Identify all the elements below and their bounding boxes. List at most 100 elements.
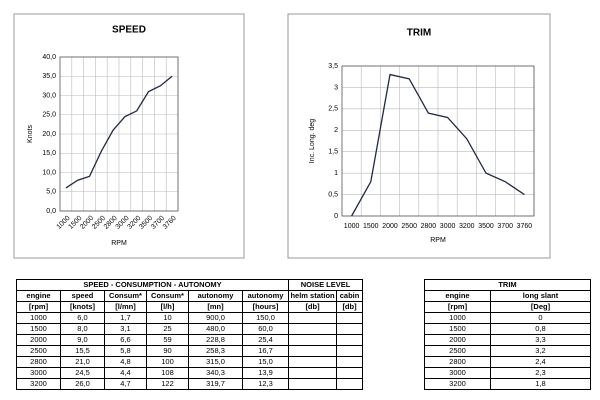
x-tick-label: 3760 xyxy=(517,223,533,230)
y-tick-label: 2 xyxy=(334,127,338,134)
x-axis-label: RPM xyxy=(111,240,127,247)
table-cell: 2000 xyxy=(16,334,61,346)
speed-table: SPEED - CONSUMPTION - AUTONOMY NOISE LEVE… xyxy=(15,279,364,390)
y-tick-label: 0,0 xyxy=(46,208,56,215)
table-cell: 2,4 xyxy=(490,356,591,368)
line xyxy=(65,75,173,189)
table-cell: engine xyxy=(424,290,491,302)
table-cell: 5,8 xyxy=(104,345,147,357)
y-tick-label: 30,0 xyxy=(42,92,56,99)
table-cell xyxy=(288,334,338,346)
table-cell: 3,3 xyxy=(490,334,591,346)
table-row: [rpm] [Deg] xyxy=(424,301,591,313)
table-cell xyxy=(336,334,364,346)
table-cell: 100 xyxy=(146,356,189,368)
x-tick-label: 3000 xyxy=(440,223,456,230)
table-cell: [knots] xyxy=(60,301,105,313)
table-cell: 2800 xyxy=(16,356,61,368)
table-row: 1500 8,0 3,1 25 480,0 60,0 xyxy=(16,323,364,335)
table-cell: 16,7 xyxy=(241,345,290,357)
table-cell: 319,7 xyxy=(188,378,243,390)
table-row: 1000 6,0 1,7 10 900,0 150,0 xyxy=(16,312,364,324)
table-row: 2000 9,0 6,6 59 228,8 25,4 xyxy=(16,334,364,346)
table-cell: long slant xyxy=(490,290,591,302)
table-cell: 3000 xyxy=(16,367,61,379)
plot-area xyxy=(341,65,535,217)
table-cell: 1000 xyxy=(424,312,491,324)
table-row: 1000 0 xyxy=(424,312,591,324)
table-row: 2500 3,2 xyxy=(424,345,591,357)
table-cell: 10 xyxy=(146,312,189,324)
trim-table: TRIM engine long slant [rpm] [Deg] 1000 0 1500… xyxy=(424,279,591,390)
y-tick-label: 35,0 xyxy=(42,73,56,80)
table-cell: Consum* xyxy=(146,290,189,302)
y-tick-label: 1,5 xyxy=(328,149,338,156)
table-row: 2000 3,3 xyxy=(424,334,591,346)
table-cell: engine xyxy=(16,290,61,302)
group-header: SPEED - CONSUMPTION - AUTONOMY xyxy=(15,279,290,291)
table-cell: 4,7 xyxy=(104,378,147,390)
table-cell: 3,1 xyxy=(104,323,147,335)
table-cell: 15,5 xyxy=(60,345,105,357)
table-row: 2500 15,5 5,8 90 258,3 16,7 xyxy=(16,345,364,357)
plot-area xyxy=(59,56,179,212)
table-cell: 2500 xyxy=(424,345,491,357)
table-cell: 480,0 xyxy=(188,323,243,335)
table-cell: speed xyxy=(60,290,105,302)
table-cell: 2,3 xyxy=(490,367,591,379)
x-tick-label: 3200 xyxy=(459,223,475,230)
table-cell: 13,9 xyxy=(241,367,290,379)
table-cell: 2000 xyxy=(424,334,491,346)
table-cell xyxy=(288,345,338,357)
table-cell: 1,8 xyxy=(490,378,591,390)
table-cell: Consum* xyxy=(104,290,147,302)
table-cell: 15,0 xyxy=(241,356,290,368)
table-cell: 90 xyxy=(146,345,189,357)
table-cell: 1000 xyxy=(16,312,61,324)
y-tick-label: 40,0 xyxy=(42,54,56,61)
table-cell: 8,0 xyxy=(60,323,105,335)
table-cell: [rpm] xyxy=(16,301,61,313)
group-header: NOISE LEVEL xyxy=(288,279,364,291)
table-row: engine long slant xyxy=(424,290,591,302)
x-tick-label: 3700 xyxy=(497,223,513,230)
y-tick-label: 20,0 xyxy=(42,131,56,138)
table-cell: 3200 xyxy=(424,378,491,390)
table-cell: 0,8 xyxy=(490,323,591,335)
table-title: TRIM xyxy=(424,279,591,291)
table-cell xyxy=(336,345,364,357)
table-cell: 24,5 xyxy=(60,367,105,379)
table-cell: 4,4 xyxy=(104,367,147,379)
chart-title: SPEED xyxy=(112,25,146,36)
table-cell: 900,0 xyxy=(188,312,243,324)
y-tick-label: 3,5 xyxy=(328,63,338,70)
table-cell: cabin xyxy=(336,290,364,302)
table-cell: [rpm] xyxy=(424,301,491,313)
table-cell xyxy=(336,312,364,324)
table-cell: 25,4 xyxy=(241,334,290,346)
table-cell xyxy=(336,323,364,335)
y-tick-label: 25,0 xyxy=(42,112,56,119)
table-cell: 60,0 xyxy=(241,323,290,335)
y-axis-label: Inc. Long. deg xyxy=(309,119,316,163)
table-cell xyxy=(336,367,364,379)
table-cell xyxy=(336,356,364,368)
table-cell: 21,0 xyxy=(60,356,105,368)
table-cell: 12,3 xyxy=(241,378,290,390)
y-tick-label: 0,5 xyxy=(328,191,338,198)
table-cell: 59 xyxy=(146,334,189,346)
table-cell: 25 xyxy=(146,323,189,335)
y-tick-label: 15,0 xyxy=(42,150,56,157)
y-tick-label: 10,0 xyxy=(42,169,56,176)
table-cell xyxy=(288,323,338,335)
line xyxy=(351,73,525,217)
table-row: 2800 2,4 xyxy=(424,356,591,368)
table-cell xyxy=(288,356,338,368)
table-cell: [l/h] xyxy=(146,301,189,313)
table-cell xyxy=(336,378,364,390)
table-cell: 3,2 xyxy=(490,345,591,357)
table-cell: [hours] xyxy=(241,301,290,313)
table-row: [rpm] [knots] [l/mn] [l/h] [mn] [hours] [db] [d… xyxy=(16,301,364,313)
table-cell: 258,3 xyxy=(188,345,243,357)
table-cell xyxy=(288,378,338,390)
